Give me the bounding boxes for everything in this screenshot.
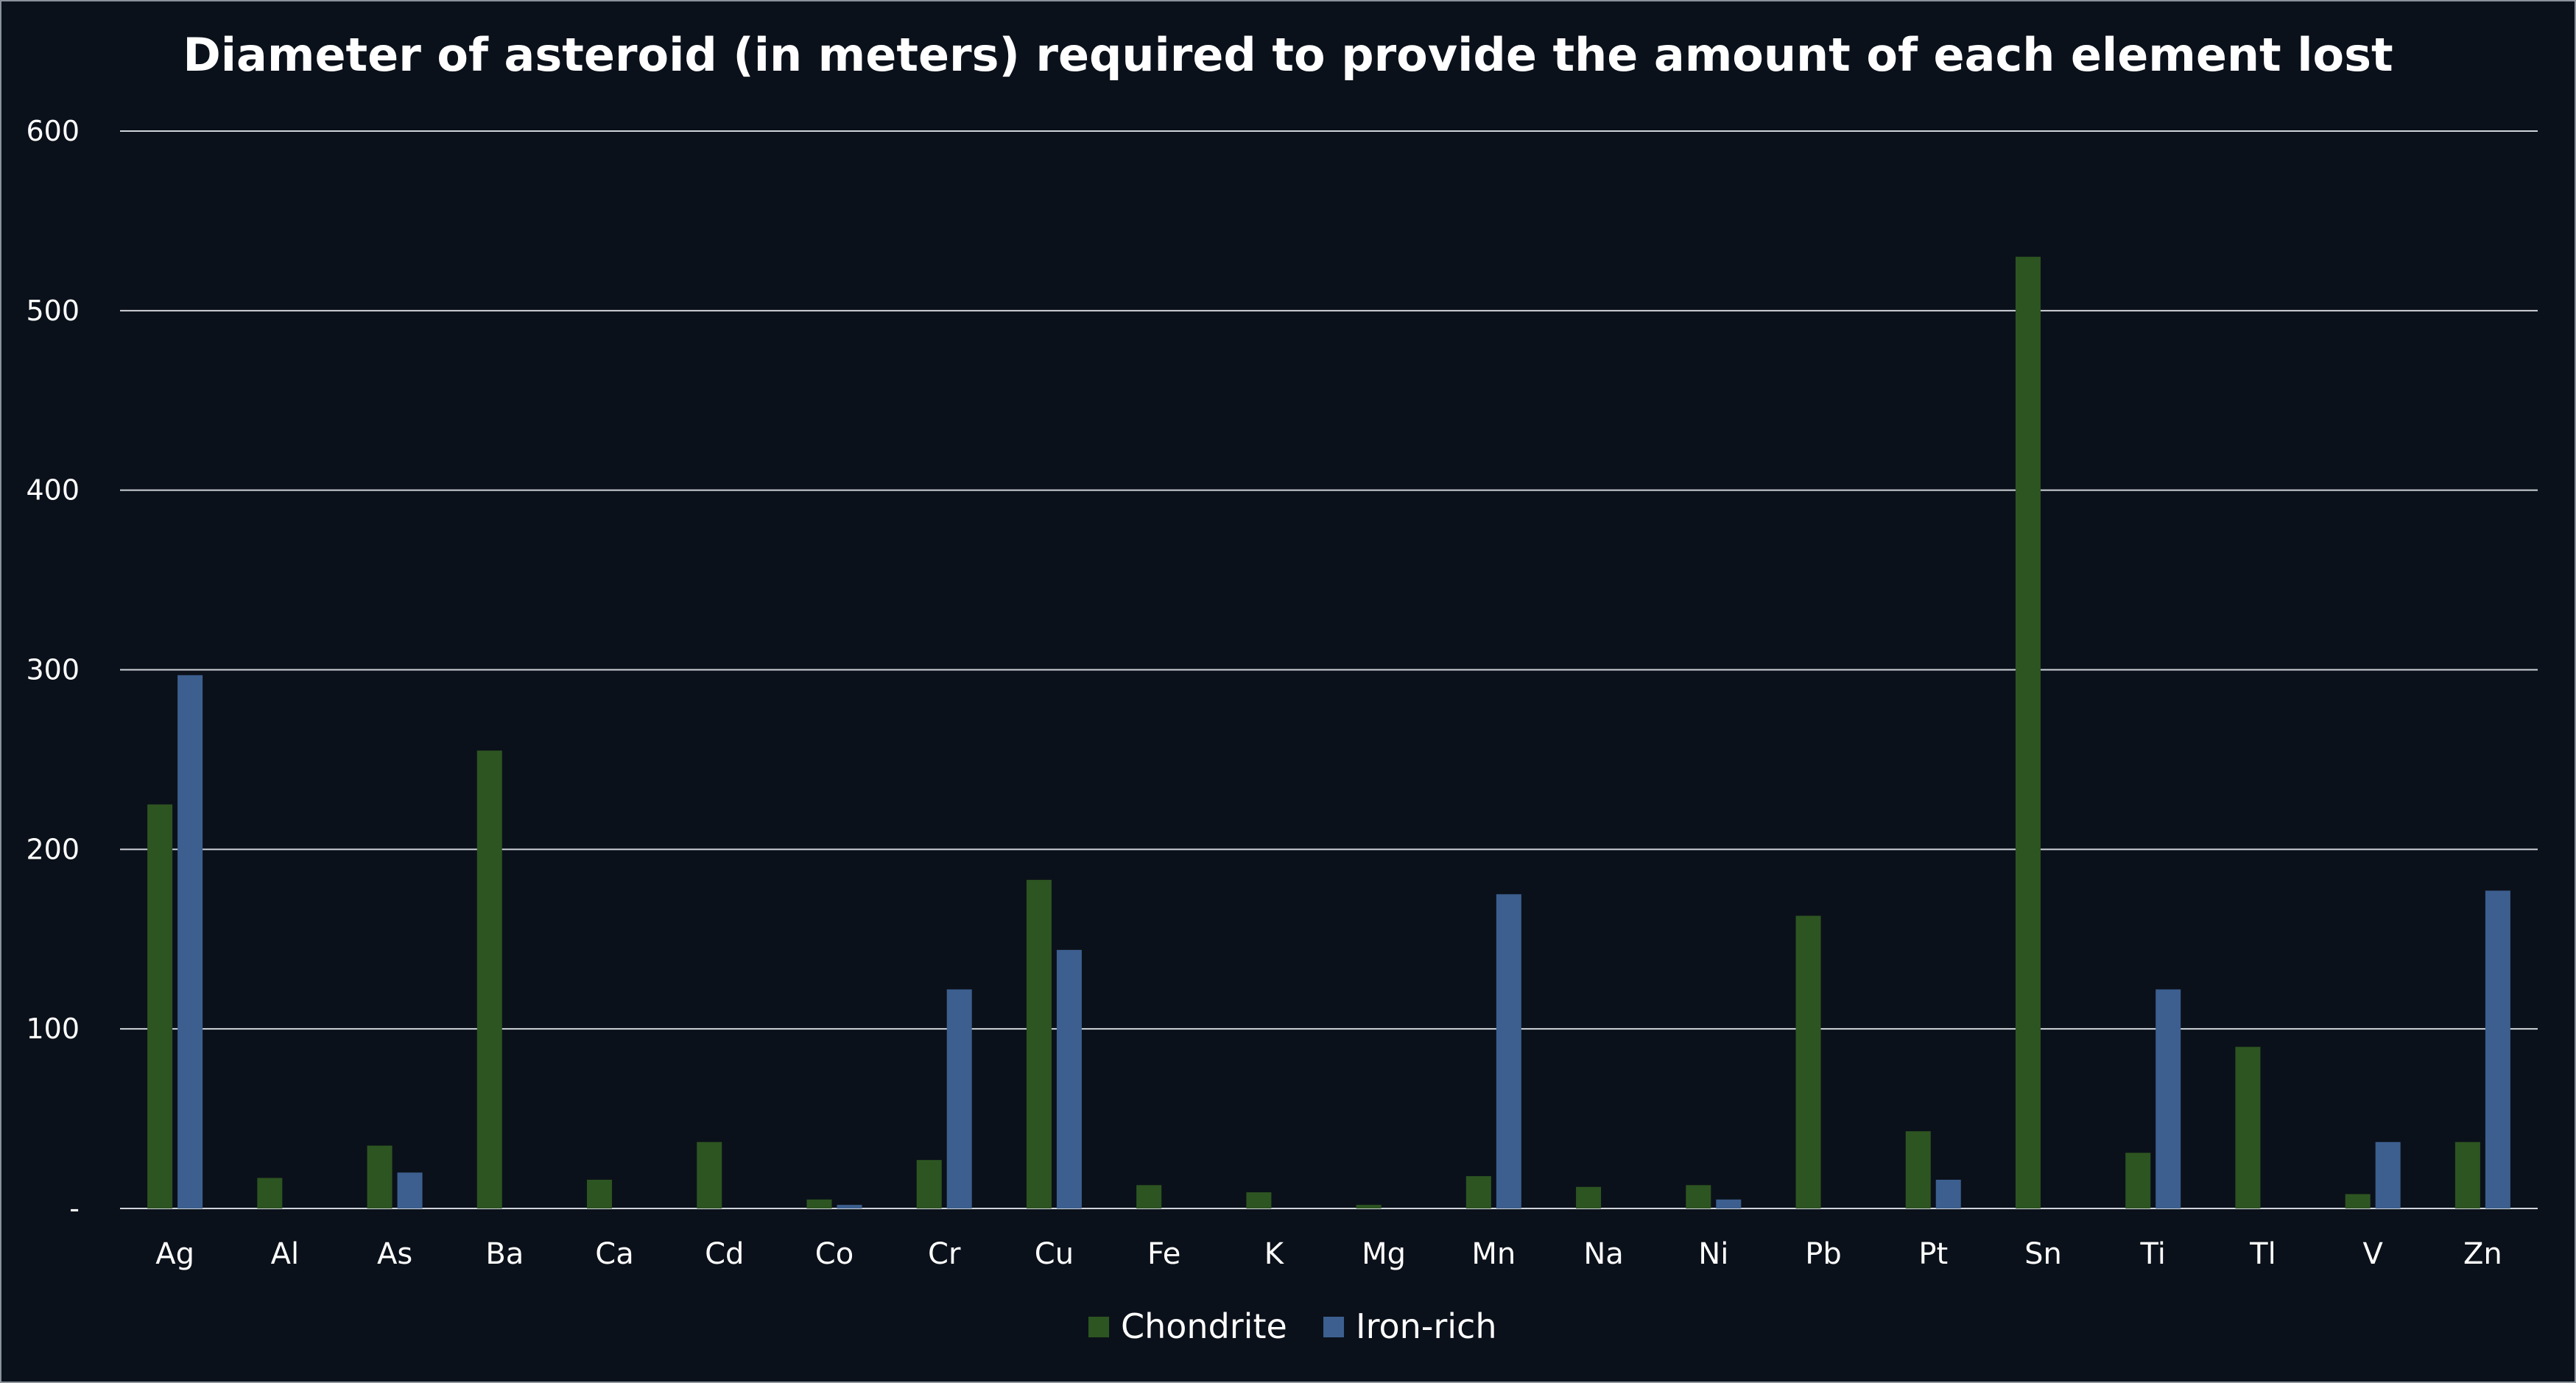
bar-chondrite-ti <box>2125 1152 2151 1208</box>
x-tick-label: Ba <box>485 1237 524 1271</box>
chart-title: Diameter of asteroid (in meters) require… <box>183 28 2393 82</box>
bar-iron-rich-mn <box>1496 894 1521 1208</box>
bar-chondrite-fe <box>1136 1185 1162 1208</box>
bar-chondrite-ag <box>147 804 173 1208</box>
bar-chondrite-mg <box>1356 1205 1382 1208</box>
x-tick-label: Cu <box>1035 1237 1074 1271</box>
x-tick-label: Ca <box>595 1237 633 1271</box>
x-tick-label: Al <box>271 1237 299 1271</box>
x-tick-label: Co <box>815 1237 854 1271</box>
bar-chondrite-co <box>806 1199 832 1208</box>
bar-chondrite-cr <box>916 1160 942 1208</box>
y-tick-label: 400 <box>26 474 80 507</box>
x-tick-label: Pb <box>1805 1237 1842 1271</box>
x-tick-label: K <box>1264 1237 1285 1271</box>
x-tick-label: V <box>2362 1237 2383 1271</box>
bar-chondrite-pb <box>1795 915 1821 1208</box>
bar-chondrite-cd <box>697 1141 722 1208</box>
bar-chondrite-ca <box>587 1179 613 1208</box>
y-tick-label: 100 <box>26 1013 80 1045</box>
bar-iron-rich-ti <box>2156 989 2181 1208</box>
x-tick-label: Mn <box>1471 1237 1516 1271</box>
x-tick-label: Sn <box>2024 1237 2062 1271</box>
y-axis-ticks: - 100 200 300 400 500 600 <box>26 115 80 1225</box>
bar-iron-rich-cr <box>946 989 972 1208</box>
y-tick-label: 200 <box>26 833 80 865</box>
bars <box>147 256 2510 1208</box>
bar-chondrite-sn <box>2015 256 2041 1208</box>
x-tick-label: As <box>377 1237 412 1271</box>
bar-chondrite-ni <box>1686 1185 1711 1208</box>
bar-iron-rich-cu <box>1056 949 1082 1208</box>
x-tick-label: Mg <box>1362 1237 1406 1271</box>
bar-chondrite-al <box>257 1178 283 1208</box>
bar-chondrite-ba <box>476 750 502 1208</box>
bar-chondrite-zn <box>2454 1141 2480 1208</box>
y-tick-label: 500 <box>26 295 80 327</box>
y-tick-label: 600 <box>26 115 80 147</box>
x-tick-label: Cr <box>928 1237 961 1271</box>
legend-swatch-iron-rich <box>1323 1317 1344 1337</box>
bar-iron-rich-co <box>837 1205 862 1208</box>
bar-iron-rich-as <box>397 1172 423 1208</box>
bar-chondrite-k <box>1246 1192 1272 1208</box>
bar-chondrite-cu <box>1026 879 1052 1208</box>
gridlines <box>120 130 2538 1209</box>
bar-iron-rich-pt <box>1935 1179 1961 1208</box>
y-tick-label: 300 <box>26 654 80 686</box>
x-tick-label: Na <box>1583 1237 1623 1271</box>
legend-swatch-chondrite <box>1088 1317 1109 1337</box>
x-tick-label: Tl <box>2249 1237 2276 1271</box>
legend-label: Chondrite <box>1121 1306 1287 1346</box>
bar-iron-rich-ni <box>1716 1199 1742 1208</box>
bar-chondrite-na <box>1576 1186 1602 1208</box>
bar-iron-rich-zn <box>2485 890 2510 1208</box>
x-axis-ticks: Ag Al As Ba Ca Cd Co Cr Cu Fe K Mg Mn Na Ni Pb Pt Sn Ti Tl V… <box>155 1237 2502 1271</box>
x-tick-label: Ti <box>2140 1237 2166 1271</box>
x-tick-label: Ni <box>1698 1237 1728 1271</box>
bar-iron-rich-v <box>2375 1141 2401 1208</box>
bar-iron-rich-ag <box>177 675 203 1208</box>
bar-chondrite-mn <box>1465 1176 1491 1208</box>
bar-chondrite-tl <box>2235 1046 2261 1208</box>
bar-chondrite-as <box>367 1145 393 1208</box>
x-tick-label: Ag <box>155 1237 194 1271</box>
bar-chondrite-pt <box>1905 1131 1931 1208</box>
legend: Chondrite Iron-rich <box>1088 1306 1497 1346</box>
legend-label: Iron-rich <box>1356 1306 1497 1346</box>
bar-chondrite-v <box>2345 1194 2371 1208</box>
x-tick-label: Cd <box>705 1237 744 1271</box>
x-tick-label: Fe <box>1147 1237 1180 1271</box>
x-tick-label: Pt <box>1918 1237 1948 1271</box>
y-tick-label: - <box>69 1192 80 1225</box>
x-tick-label: Zn <box>2463 1237 2502 1271</box>
